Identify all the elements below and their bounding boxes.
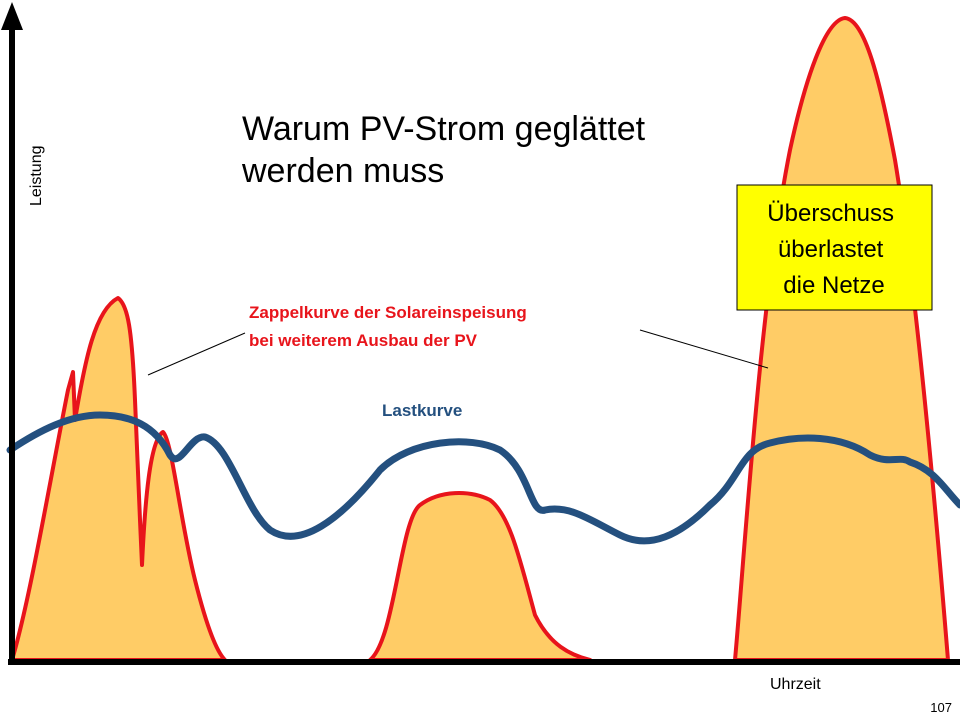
load-curve [6, 411, 960, 545]
leader-line [639, 329, 769, 369]
title-line: werden muss [241, 152, 444, 190]
page-number: 107 [930, 700, 952, 715]
title: Warum PV-Strom geglättet werden muss [241, 110, 655, 190]
solar-peak [368, 491, 592, 662]
leader-line [147, 332, 246, 376]
solar-peak [733, 16, 950, 662]
solar-annotation: Zappelkurve der Solareinspeisung bei wei… [249, 303, 532, 350]
annotation-line: Zappelkurve der Solareinspeisung [249, 303, 527, 322]
annotation-line: bei weiterem Ausbau der PV [249, 331, 478, 350]
title-line: Warum PV-Strom geglättet [242, 110, 646, 148]
load-label: Lastkurve [382, 401, 462, 420]
y-axis-label: Leistung [28, 146, 45, 207]
callout-line: überlastet [778, 236, 884, 263]
callout-line: die Netze [783, 272, 884, 299]
callout-line: Überschuss [767, 200, 894, 227]
y-axis-arrow [1, 2, 23, 30]
x-axis-label: Uhrzeit [770, 676, 821, 693]
callout: Überschuss überlastet die Netze [767, 200, 900, 299]
callout-box [736, 184, 933, 311]
solar-peak [10, 296, 227, 662]
